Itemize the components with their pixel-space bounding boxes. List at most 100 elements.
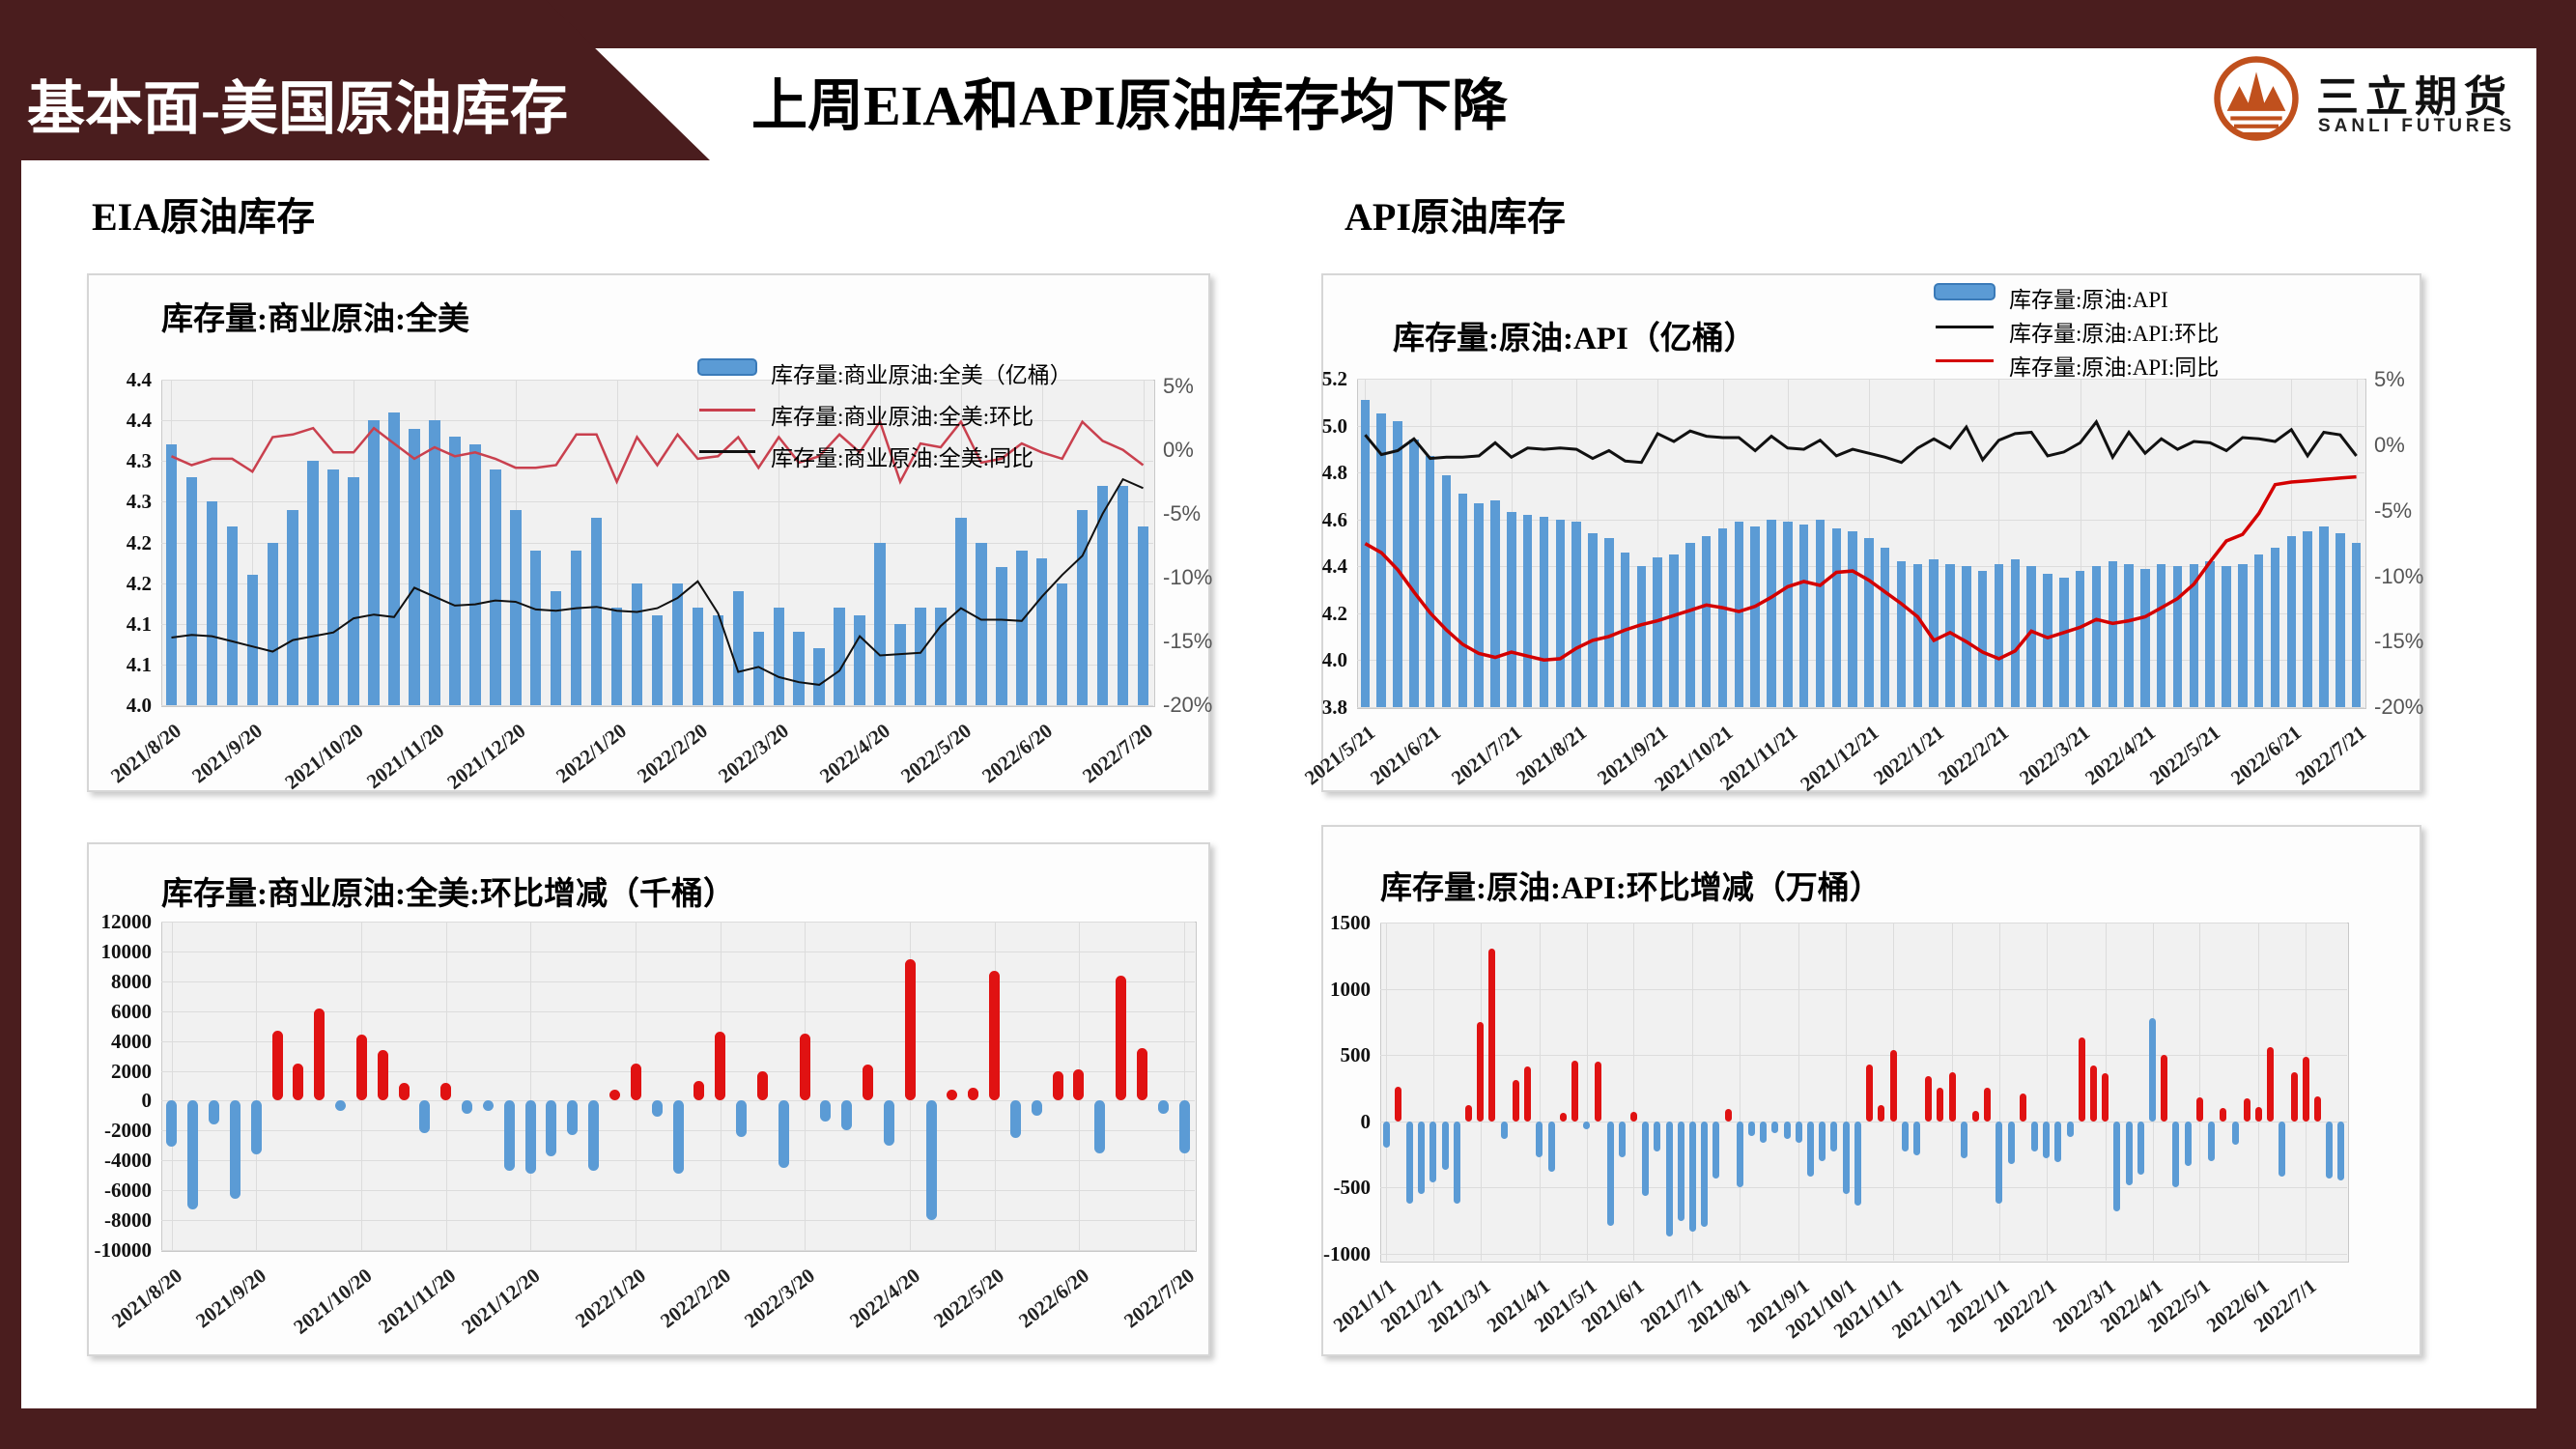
gridline-horizontal — [161, 705, 1153, 706]
y-axis-label: 1500 — [1330, 911, 1371, 934]
gridline-vertical — [2199, 923, 2201, 1261]
inventory-bar — [610, 607, 623, 705]
change-bar — [1701, 1121, 1709, 1228]
gridline-horizontal — [1357, 379, 2364, 380]
inventory-bar — [2351, 543, 2362, 707]
gridline-vertical — [256, 922, 258, 1250]
y-axis-label: 4.1 — [126, 611, 152, 636]
gridline-vertical — [2046, 923, 2048, 1261]
change-bar — [377, 1049, 388, 1101]
inventory-bar — [570, 550, 582, 705]
y-axis-label: 4.0 — [126, 694, 152, 717]
change-bar — [2337, 1121, 2345, 1181]
change-bar — [1760, 1121, 1768, 1143]
change-bar — [1382, 1121, 1390, 1149]
x-axis-label: 2022/3/20 — [714, 719, 794, 788]
change-bar — [1595, 1062, 1602, 1122]
inventory-bar — [793, 632, 805, 705]
change-bar — [1665, 1121, 1673, 1237]
gridline-horizontal — [161, 980, 1195, 982]
inventory-bar — [267, 542, 279, 705]
change-bar — [2313, 1095, 2321, 1122]
y-axis-label: 0 — [1360, 1109, 1372, 1133]
inventory-bar — [1441, 474, 1452, 707]
inventory-bar — [2205, 561, 2215, 707]
gridline-vertical — [2258, 923, 2260, 1261]
inventory-bar — [2091, 566, 2102, 707]
x-axis-label: 2021/12/20 — [442, 719, 530, 794]
change-bar — [166, 1100, 178, 1148]
change-bar — [2113, 1121, 2121, 1211]
inventory-bar — [1896, 561, 1907, 707]
inventory-bar — [712, 615, 724, 705]
chart-title: 库存量:商业原油:全美:环比增减（千桶） — [161, 877, 735, 912]
change-bar — [1116, 975, 1127, 1101]
change-bar — [947, 1090, 958, 1101]
inventory-bar — [1376, 413, 1386, 707]
change-bar — [651, 1100, 663, 1118]
inventory-bar — [1507, 512, 1516, 707]
change-bar — [1889, 1049, 1897, 1122]
chart-title: 库存量:原油:API（亿桶） — [1393, 322, 1756, 356]
change-bar — [355, 1035, 367, 1101]
x-axis-label: 2021/12/20 — [457, 1264, 545, 1339]
gridline-horizontal — [161, 380, 1153, 381]
y-axis-label: 12000 — [100, 910, 153, 933]
y-axis-label: 0 — [141, 1089, 153, 1113]
inventory-bar — [996, 566, 1007, 705]
inventory-bar — [1117, 485, 1129, 705]
change-bar — [398, 1082, 410, 1101]
y-axis-label: -10000 — [94, 1238, 153, 1262]
change-bar — [1559, 1113, 1567, 1122]
inventory-bar — [165, 444, 178, 705]
change-bar — [2254, 1106, 2262, 1122]
y-axis-label: 5.0 — [1321, 413, 1347, 438]
inventory-bar — [1767, 519, 1776, 707]
inventory-bar — [1425, 456, 1435, 707]
y-axis-label: 4.1 — [126, 652, 152, 676]
inventory-bar — [226, 526, 239, 705]
change-bar — [989, 971, 1001, 1101]
x-axis-label: 2022/2/21 — [1934, 721, 2014, 790]
x-axis-label: 2022/5/20 — [895, 719, 976, 788]
inventory-bar — [449, 436, 461, 705]
legend-line-swatch — [1936, 359, 1994, 362]
gridline-vertical — [1586, 923, 1588, 1261]
x-axis-label: 2022/5/21 — [2145, 721, 2224, 790]
gridline-vertical — [1798, 923, 1800, 1261]
change-bar — [1031, 1100, 1042, 1116]
change-bar — [1453, 1121, 1460, 1204]
change-bar — [863, 1065, 874, 1101]
inventory-bar — [671, 582, 684, 705]
legend-label: 库存量:原油:API:环比 — [2009, 322, 2220, 346]
x-axis-label: 2022/1/20 — [571, 1264, 651, 1333]
inventory-bar — [2140, 568, 2150, 707]
change-bar — [1009, 1100, 1021, 1139]
legend-label: 库存量:商业原油:全美:同比 — [771, 446, 1034, 470]
inventory-bar — [935, 607, 947, 705]
gridline-vertical — [1740, 923, 1741, 1261]
y-axis-label: 5.2 — [1321, 367, 1347, 390]
inventory-bar — [894, 623, 906, 705]
y-axis-label: 4.4 — [126, 368, 152, 391]
inventory-bar — [773, 607, 784, 705]
x-axis-label: 2022/2/20 — [633, 719, 713, 788]
x-axis-label: 2022/1/21 — [1869, 721, 1948, 790]
gridline-horizontal — [1380, 1253, 2347, 1255]
inventory-bar — [1137, 526, 1149, 705]
inventory-bar — [1360, 399, 1371, 707]
inventory-bar — [1701, 535, 1712, 707]
x-axis-label: 2021/10/20 — [280, 719, 368, 794]
change-bar — [883, 1100, 894, 1146]
inventory-bar — [1962, 566, 1971, 707]
change-bar — [1488, 949, 1496, 1122]
legend-line-swatch — [699, 409, 755, 412]
change-bar — [2290, 1071, 2298, 1122]
inventory-bar — [651, 615, 664, 705]
inventory-bar — [429, 420, 440, 705]
inventory-bar — [327, 469, 339, 705]
inventory-bar — [1539, 517, 1549, 707]
inventory-bar — [1409, 440, 1419, 707]
change-bar — [1441, 1121, 1449, 1171]
